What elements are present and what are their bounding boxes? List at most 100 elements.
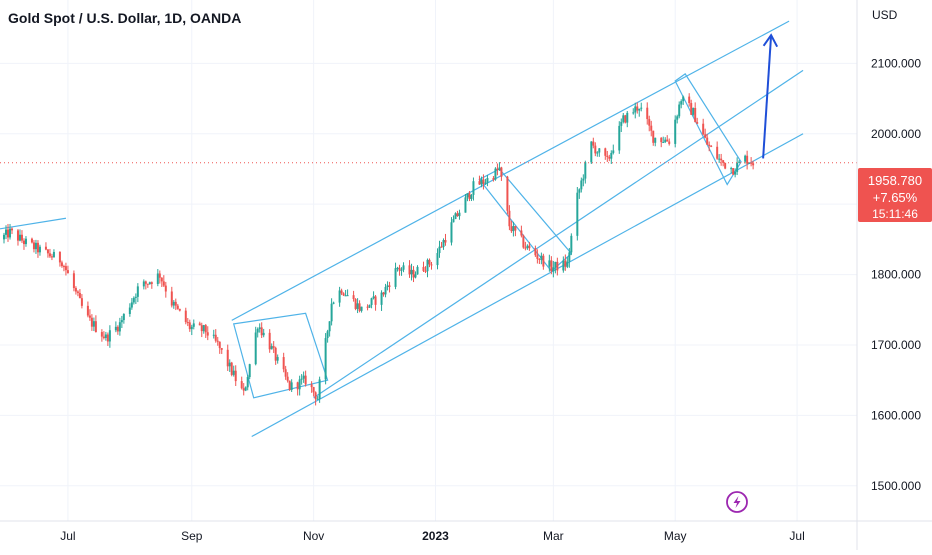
candle-body [276,357,279,361]
candle-body [542,255,545,267]
candle-body [652,130,655,143]
candle-body [10,228,13,231]
candle-body [354,299,357,309]
candle-body [748,162,751,164]
candle-body [290,382,293,390]
candle-body [142,281,145,287]
candle-body [494,168,497,180]
time-tick-label: Jul [60,529,75,543]
lightning-icon[interactable] [726,491,748,513]
candle-body [216,340,219,342]
candle-body [204,325,207,333]
candle-body [596,152,599,154]
price-badge-value: 1958.780 [868,173,922,188]
grid-layer [0,0,857,521]
candle-body [72,273,75,289]
candle-body [594,145,597,154]
price-tick-label: 1700.000 [871,338,921,352]
candle-body [298,379,301,390]
candle-body [260,327,263,336]
candle-body [486,178,489,183]
currency-label: USD [872,8,898,22]
candle-body [192,323,195,327]
candle-body [492,178,495,180]
candle-body [410,269,413,275]
candle-body [18,234,21,241]
candle-body [540,255,543,260]
candle-body [2,234,5,240]
candle-body [326,331,329,339]
candle-body [400,269,403,271]
candle-body [746,155,749,164]
candle-body [500,167,503,177]
candle-body [552,267,555,272]
candle-body [186,321,189,323]
candle-body [352,295,355,300]
candle-body [380,292,383,305]
candle-body [340,290,343,294]
candle-body [472,181,475,195]
candle-body [570,235,573,253]
candle-body [122,313,125,321]
candle-body [736,162,739,172]
candle-body [680,101,683,105]
candle-body [568,252,571,262]
candle-body [258,327,261,330]
candle-body [612,150,615,153]
candle-body [134,296,137,298]
candle-body [92,321,95,327]
candle-body [454,213,457,220]
candle-body [302,375,305,379]
candle-body [150,282,153,284]
candle-body [190,326,193,330]
candle-body [528,245,531,249]
candle-body [428,259,431,265]
candle-body [456,213,459,217]
candle-body [146,283,149,285]
candle-body [534,248,537,256]
candle-body [470,194,473,199]
candle-body [732,168,735,175]
candle-body [36,242,39,253]
candle-body [514,226,517,231]
candle-body [752,163,755,166]
candle-body [640,107,643,109]
candle-body [750,162,753,164]
main-channel-upper [231,20,790,321]
candle-body [328,321,331,332]
candle-body [716,146,719,159]
candle-body [622,115,625,122]
candle-body [24,238,27,245]
candle-body [130,302,133,308]
candle-body [386,285,389,287]
candle-body [576,192,579,236]
candle-body [300,378,303,380]
candle-body [416,266,419,275]
candle-body [316,398,319,400]
candle-body [480,179,483,185]
candle-body [484,182,487,184]
candle-body [148,282,151,285]
candle-body [398,267,401,271]
candle-body [638,108,641,111]
candle-body [338,290,341,303]
candle-body [202,325,205,332]
candle-body [604,148,607,156]
candle-body [330,303,333,322]
candle-body [510,226,513,232]
price-badge-change: +7.65% [873,190,918,205]
candle-body [262,332,265,336]
candle-body [288,380,291,390]
candle-body [606,155,609,158]
candle-body [184,310,187,322]
candle-body [368,304,371,308]
candle-body [422,266,425,271]
candle-body [582,178,585,181]
candle-body [554,261,557,268]
candle-body [212,334,215,336]
candle-body [100,332,103,337]
candle-body [132,297,135,303]
candle-body [424,270,427,272]
candle-body [176,305,179,309]
